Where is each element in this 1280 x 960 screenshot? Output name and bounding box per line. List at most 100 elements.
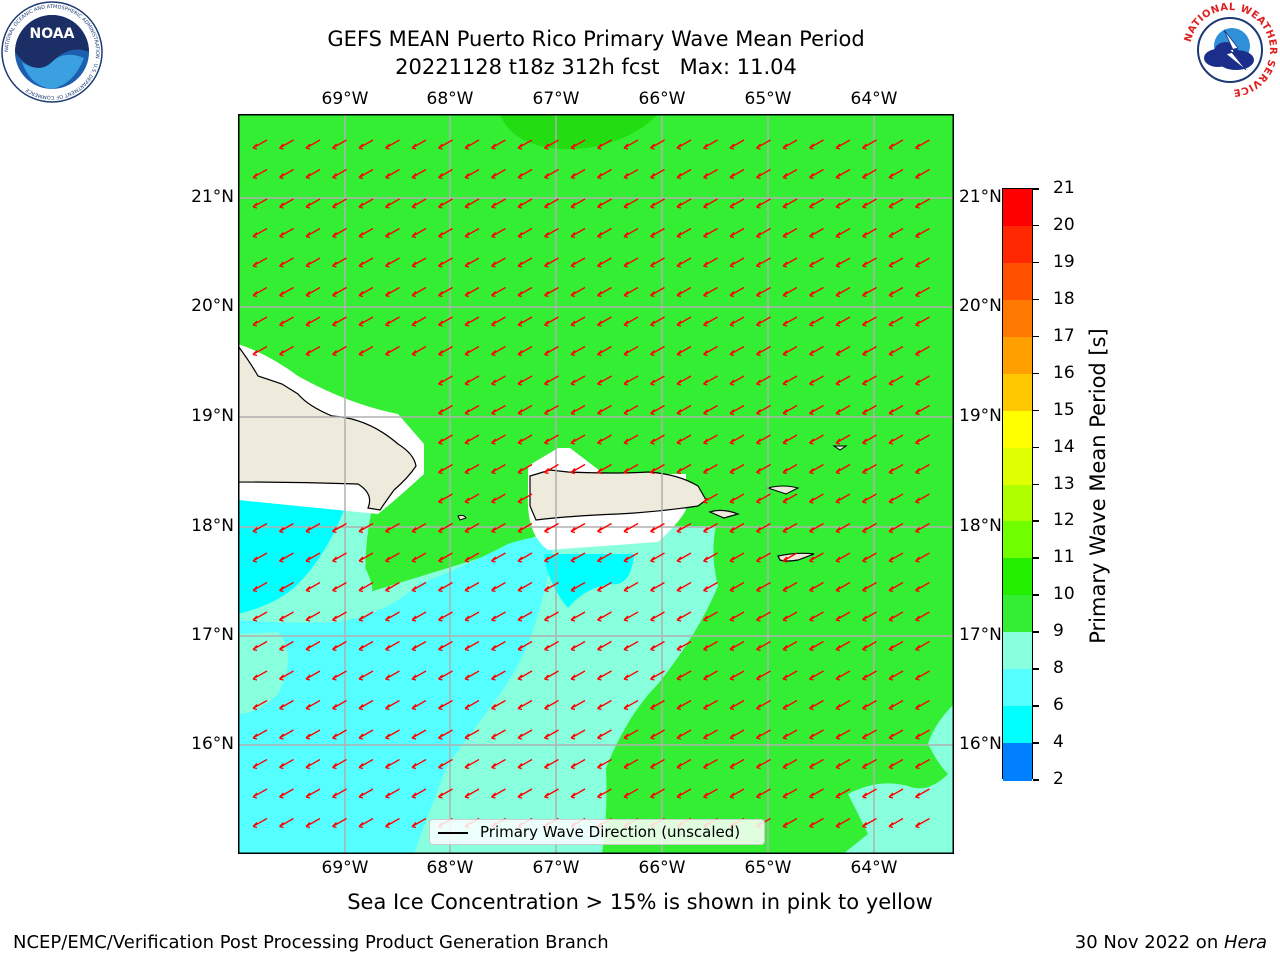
wave-arrow xyxy=(623,640,639,652)
wave-arrow xyxy=(888,198,904,209)
wave-arrow xyxy=(623,404,639,416)
wave-arrow xyxy=(279,640,294,652)
wave-arrow xyxy=(835,463,851,475)
land-hispaniola xyxy=(238,344,417,511)
wave-arrow xyxy=(650,729,665,740)
lat-label-left-19n: 19°N xyxy=(191,406,234,426)
wave-arrow xyxy=(252,640,268,652)
wave-arrow xyxy=(464,611,480,622)
wave-arrow xyxy=(862,640,877,652)
wave-arrow xyxy=(703,345,718,357)
wave-arrow xyxy=(332,670,347,681)
wave-arrow xyxy=(358,611,374,622)
colorbar-tick-label: 10 xyxy=(1053,584,1075,605)
wave-arrow xyxy=(385,699,400,711)
wave-arrow xyxy=(809,817,824,829)
map-canvas xyxy=(238,114,954,854)
chart-title: GEFS MEAN Puerto Rico Primary Wave Mean … xyxy=(327,27,865,51)
wave-arrow xyxy=(862,758,877,770)
wave-arrow xyxy=(835,316,851,327)
colorbar-tick-mark xyxy=(1033,705,1039,707)
wave-arrow xyxy=(411,788,427,799)
wave-arrow xyxy=(676,316,692,327)
wave-arrow xyxy=(544,611,559,622)
colorbar-segment xyxy=(1003,521,1032,559)
wave-arrow xyxy=(491,758,506,770)
colorbar-tick-mark xyxy=(1033,298,1039,301)
wave-arrow xyxy=(385,316,400,327)
colorbar-tick-label: 17 xyxy=(1053,325,1075,346)
wave-arrow xyxy=(279,729,294,740)
wave-arrow xyxy=(385,817,400,829)
wave-arrow xyxy=(756,139,771,150)
wave-arrow xyxy=(438,404,453,416)
wave-arrow xyxy=(915,729,930,740)
map-border xyxy=(238,114,954,854)
wave-arrow xyxy=(809,522,824,534)
wave-arrow xyxy=(782,729,798,740)
wave-arrow xyxy=(517,758,533,770)
colorbar-tick-label: 20 xyxy=(1053,214,1075,235)
wave-arrow xyxy=(835,434,851,445)
wave-arrow xyxy=(491,640,506,652)
wave-arrow xyxy=(782,375,798,386)
wave-arrow xyxy=(544,758,559,770)
wave-arrow xyxy=(862,463,877,475)
wave-arrow xyxy=(676,611,692,622)
wave-arrow xyxy=(756,611,771,622)
wave-arrow xyxy=(570,227,586,239)
wave-arrow xyxy=(597,198,612,209)
wave-arrow xyxy=(517,345,533,357)
wave-arrow xyxy=(888,758,904,770)
wave-arrow xyxy=(385,522,400,534)
wave-arrow xyxy=(464,257,480,268)
wave-arrow xyxy=(623,788,639,799)
wave-arrow xyxy=(597,611,612,622)
wave-arrow xyxy=(756,670,771,681)
wave-arrow xyxy=(305,817,321,829)
wave-arrow xyxy=(676,699,692,711)
wave-arrow xyxy=(703,788,718,799)
wave-arrow xyxy=(729,552,745,563)
wave-arrow xyxy=(809,463,824,475)
wave-arrow xyxy=(623,198,639,209)
lat-label-right-21n: 21°N xyxy=(959,187,1002,207)
wave-arrow xyxy=(597,640,612,652)
wave-arrow xyxy=(650,463,665,475)
wave-arrow xyxy=(676,640,692,652)
wave-arrow xyxy=(809,257,824,268)
lon-label-top-65w: 65°W xyxy=(744,89,792,109)
wave-arrow xyxy=(570,316,586,327)
wave-arrow xyxy=(782,257,798,268)
wave-arrow xyxy=(517,168,533,180)
wave-arrow xyxy=(915,788,930,799)
wave-arrow xyxy=(623,670,639,681)
wave-arrow xyxy=(464,729,480,740)
wave-arrow xyxy=(570,434,586,445)
wave-arrow xyxy=(729,788,745,799)
wave-arrow xyxy=(305,168,321,180)
wave-arrow xyxy=(862,404,877,416)
wave-arrow xyxy=(862,611,877,622)
wave-arrow xyxy=(464,670,480,681)
wave-arrow xyxy=(517,198,533,209)
wave-arrow xyxy=(809,729,824,740)
wave-arrow xyxy=(888,404,904,416)
wave-arrow xyxy=(809,581,824,593)
footer-date-text: 30 Nov 2022 on xyxy=(1074,932,1224,953)
wave-arrow xyxy=(703,404,718,416)
wave-arrow xyxy=(438,758,453,770)
wave-arrow xyxy=(862,788,877,799)
wave-arrow xyxy=(464,552,480,563)
wave-arrow xyxy=(438,139,453,150)
wave-arrow xyxy=(835,139,851,150)
colorbar-segment xyxy=(1003,447,1032,485)
wave-arrow xyxy=(279,286,294,298)
wave-arrow xyxy=(862,434,877,445)
wave-arrow xyxy=(835,404,851,416)
lon-label-top-69w: 69°W xyxy=(321,89,369,109)
wave-arrow xyxy=(279,788,294,799)
wave-arrow xyxy=(888,522,904,534)
colorbar-tick-label: 8 xyxy=(1053,658,1064,679)
wave-arrow xyxy=(252,758,268,770)
